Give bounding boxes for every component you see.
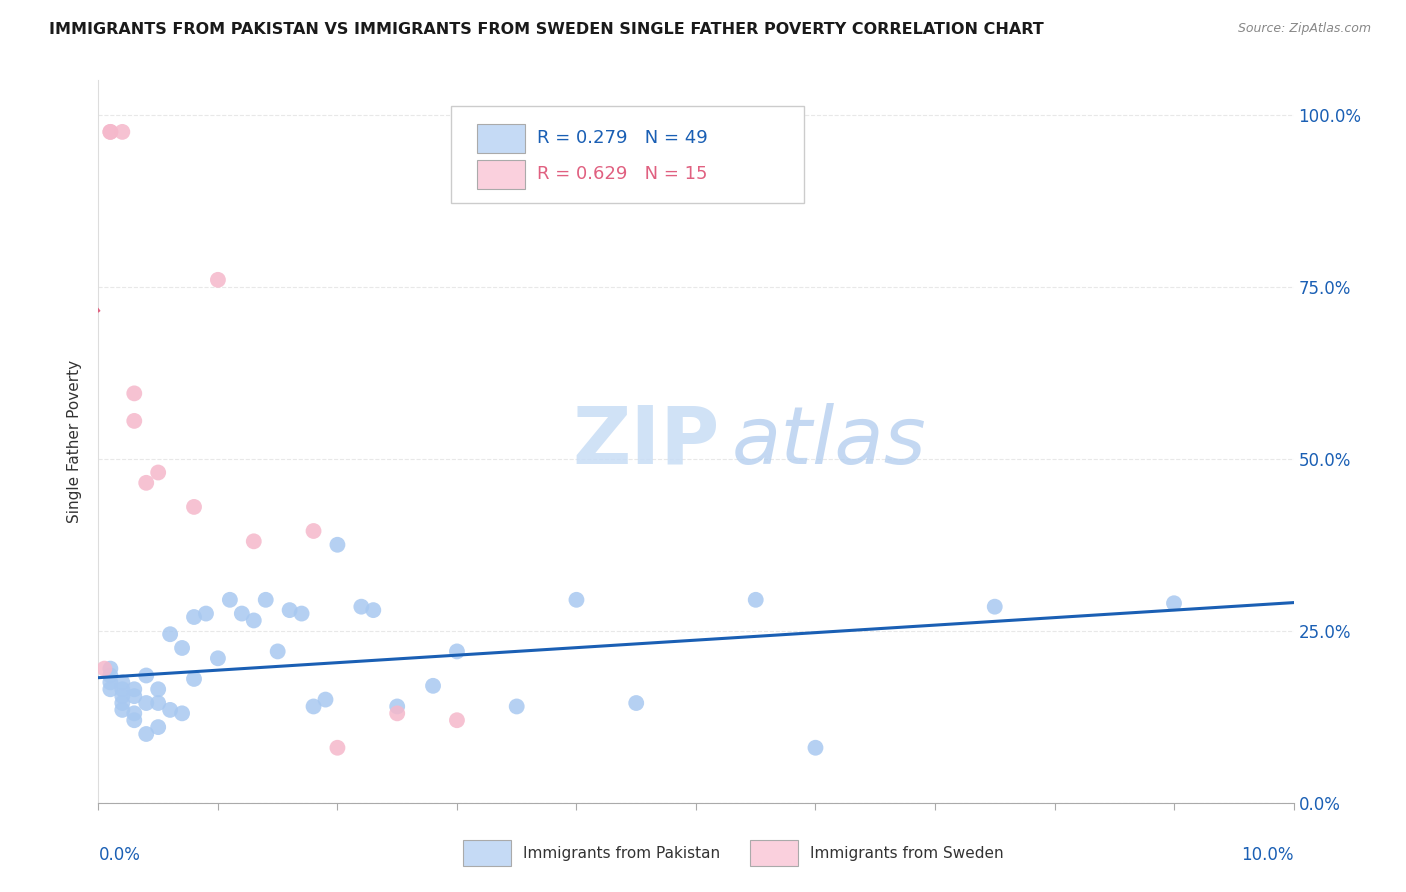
Point (111, 696, 134, 710)
Point (148, 696, 170, 710)
Point (422, 679, 444, 693)
Point (207, 651, 229, 665)
Point (111, 125, 134, 139)
Point (254, 592, 277, 607)
Point (385, 706, 409, 721)
Point (302, 524, 325, 538)
FancyBboxPatch shape (477, 160, 524, 189)
Point (124, 689, 146, 703)
Point (326, 740, 349, 755)
Point (159, 627, 181, 641)
Point (326, 538, 349, 552)
Point (446, 644, 468, 658)
Text: R = 0.629   N = 15: R = 0.629 N = 15 (537, 165, 707, 183)
Point (219, 592, 242, 607)
Point (207, 273, 229, 287)
Point (183, 500, 205, 514)
Point (148, 720, 170, 734)
Point (385, 699, 409, 714)
Point (446, 713, 468, 727)
Y-axis label: Single Father Poverty: Single Father Poverty (67, 360, 83, 523)
Text: IMMIGRANTS FROM PAKISTAN VS IMMIGRANTS FROM SWEDEN SINGLE FATHER POVERTY CORRELA: IMMIGRANTS FROM PAKISTAN VS IMMIGRANTS F… (49, 22, 1045, 37)
Point (159, 703, 181, 717)
Point (350, 599, 373, 614)
Point (148, 682, 170, 697)
Point (98, 682, 122, 697)
Point (135, 696, 157, 710)
Point (626, 696, 648, 710)
Point (984, 599, 1007, 614)
Point (98, 668, 122, 682)
Point (363, 603, 385, 617)
Point (98, 675, 122, 690)
Point (315, 692, 337, 706)
Point (172, 706, 194, 721)
Point (124, 713, 146, 727)
Text: R = 0.279   N = 49: R = 0.279 N = 49 (537, 129, 707, 147)
Point (278, 603, 301, 617)
Point (111, 682, 134, 697)
Point (172, 640, 194, 655)
Text: Source: ZipAtlas.com: Source: ZipAtlas.com (1237, 22, 1371, 36)
Point (93, 662, 115, 676)
Point (124, 414, 146, 428)
Point (267, 644, 290, 658)
FancyBboxPatch shape (463, 840, 510, 865)
FancyBboxPatch shape (749, 840, 797, 865)
Point (148, 466, 170, 480)
Text: 0.0%: 0.0% (98, 847, 141, 864)
Point (231, 607, 253, 621)
Point (1163, 596, 1185, 610)
Point (135, 727, 157, 741)
Text: Immigrants from Pakistan: Immigrants from Pakistan (523, 846, 720, 861)
Point (195, 607, 218, 621)
Point (565, 592, 588, 607)
Point (745, 592, 768, 607)
Point (302, 699, 325, 714)
FancyBboxPatch shape (477, 124, 524, 153)
Text: Immigrants from Sweden: Immigrants from Sweden (810, 846, 1002, 861)
Point (291, 607, 314, 621)
Text: ZIP: ZIP (572, 402, 720, 481)
Text: 10.0%: 10.0% (1241, 847, 1294, 864)
Point (111, 703, 134, 717)
Point (243, 614, 266, 628)
Text: atlas: atlas (733, 402, 927, 481)
Point (111, 675, 134, 690)
Point (111, 689, 134, 703)
Point (135, 475, 157, 490)
Point (506, 699, 529, 714)
Point (135, 668, 157, 682)
Point (98, 662, 122, 676)
Point (124, 706, 146, 721)
Point (98, 125, 122, 139)
Point (124, 682, 146, 697)
Point (243, 534, 266, 549)
Point (124, 386, 146, 401)
Point (183, 672, 205, 686)
Point (804, 740, 827, 755)
FancyBboxPatch shape (451, 105, 804, 203)
Point (98, 125, 122, 139)
Point (183, 610, 205, 624)
